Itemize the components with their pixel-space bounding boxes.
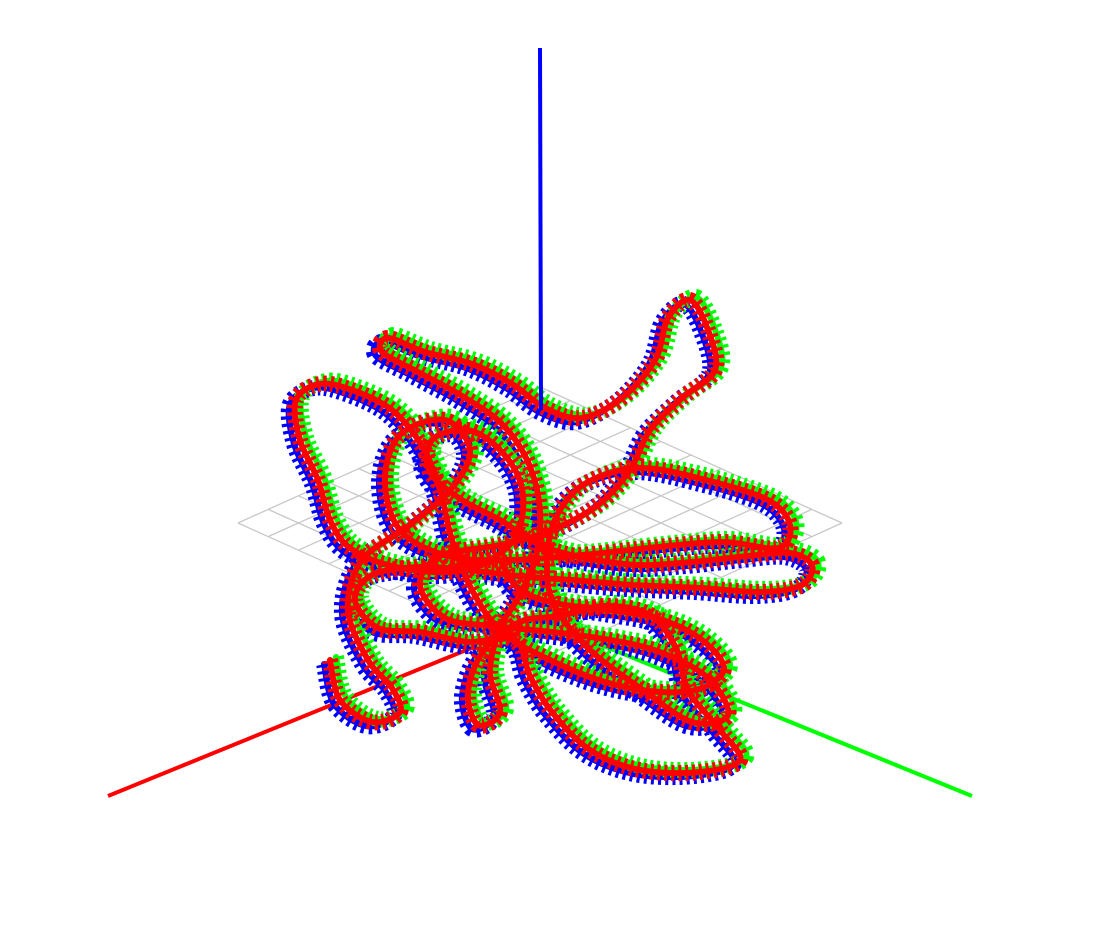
trajectory-hatch bbox=[292, 288, 827, 779]
trajectory-group bbox=[280, 288, 827, 786]
z-axis-line bbox=[538, 47, 543, 411]
y-axis-line bbox=[539, 618, 973, 798]
trajectory-1 bbox=[292, 288, 827, 779]
trajectory-core bbox=[291, 296, 816, 777]
trajectory-2 bbox=[286, 291, 821, 782]
x-axis-line bbox=[107, 618, 541, 798]
